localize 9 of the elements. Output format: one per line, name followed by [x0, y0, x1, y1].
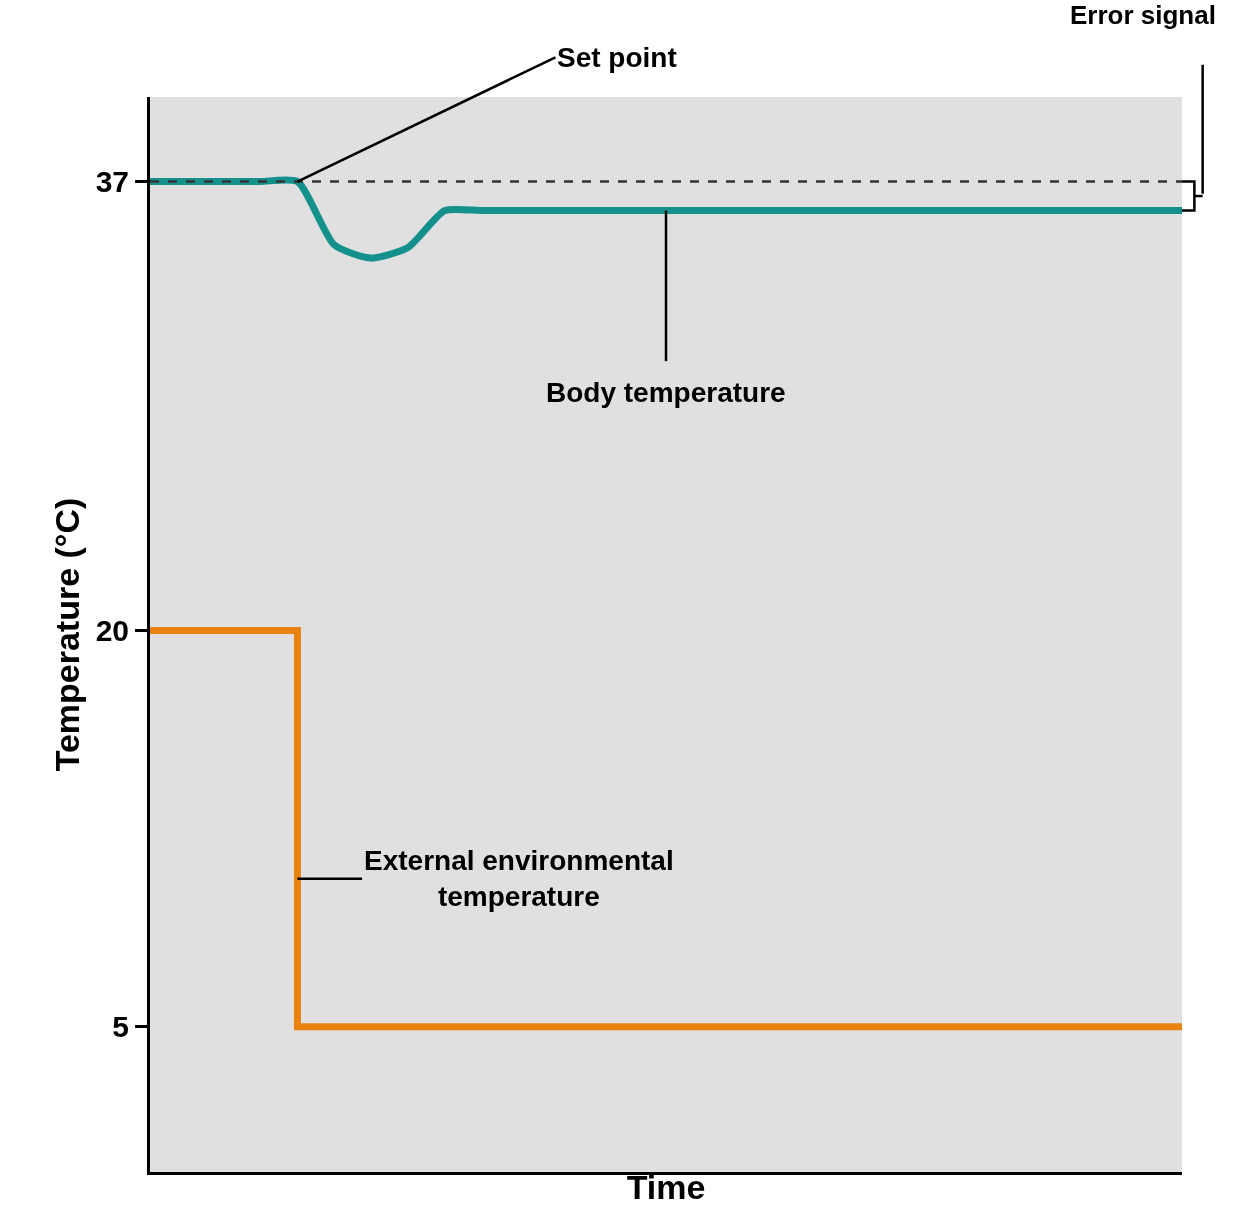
y-axis-title: Temperature (°C) — [48, 497, 87, 772]
x-axis-title: Time — [626, 1168, 706, 1207]
y-tick-label: 20 — [95, 614, 129, 648]
text: Error signal — [1070, 0, 1216, 30]
y-tick-label: 5 — [112, 1010, 129, 1044]
y-tick-label: 37 — [95, 165, 129, 199]
ref-line-label: Set point — [557, 42, 677, 73]
annotation: Body temperature — [546, 377, 786, 408]
annotation: External environmental temperature — [364, 845, 674, 913]
